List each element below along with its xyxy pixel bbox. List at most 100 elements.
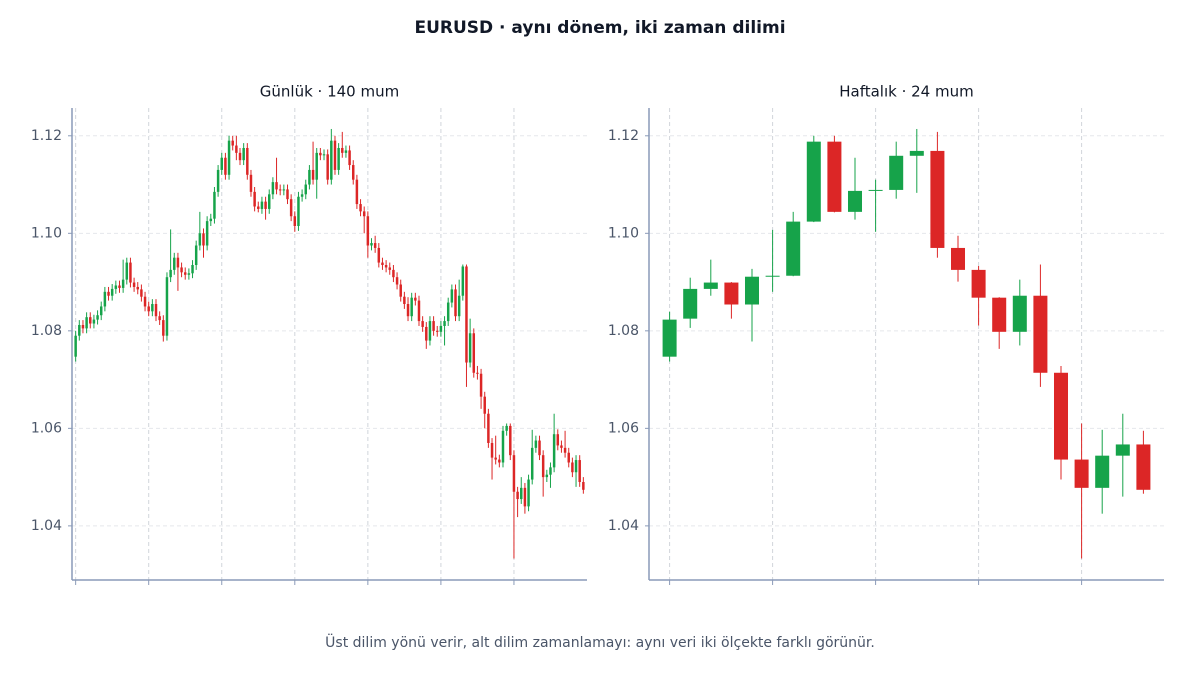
- candle-body: [512, 455, 516, 492]
- candle-body: [282, 189, 286, 191]
- panel-title: Haftalık · 24 mum: [839, 83, 973, 101]
- candle-body: [202, 233, 205, 246]
- candle-body: [341, 147, 344, 153]
- candle-body: [220, 157, 223, 170]
- candle-body: [257, 206, 260, 209]
- y-tick-label: 1.12: [608, 128, 639, 144]
- candle-body: [582, 481, 585, 490]
- candle-body: [950, 247, 966, 270]
- y-tick-label: 1.08: [31, 323, 62, 339]
- candle-body: [538, 440, 541, 456]
- candle-body: [446, 302, 450, 322]
- candle-body: [556, 434, 560, 446]
- candle-body: [930, 150, 945, 248]
- candle-body: [180, 267, 183, 273]
- candle-body: [436, 330, 439, 332]
- candle-body: [96, 315, 99, 320]
- candle-body: [183, 272, 187, 275]
- candle-body: [110, 288, 114, 296]
- candle-body: [457, 295, 461, 317]
- candle-body: [703, 282, 718, 289]
- candle-body: [267, 194, 271, 209]
- candle-body: [348, 150, 351, 166]
- candle-body: [392, 269, 395, 278]
- candle-body: [194, 245, 198, 266]
- candle-body: [527, 479, 530, 507]
- candle-body: [414, 297, 417, 301]
- candle-body: [541, 455, 545, 478]
- candle-body: [154, 304, 158, 317]
- candle-body: [567, 452, 570, 463]
- candle-body: [454, 289, 457, 317]
- candle-body: [472, 333, 476, 373]
- candle-body: [1115, 444, 1130, 456]
- candle-body: [151, 304, 154, 312]
- y-tick-label: 1.04: [608, 518, 639, 534]
- candle-body: [545, 474, 549, 478]
- candle-body: [235, 145, 238, 153]
- candle-body: [198, 233, 202, 246]
- candle-body: [1074, 459, 1089, 488]
- candle-body: [366, 216, 370, 246]
- candle-body: [1136, 444, 1151, 490]
- candle-body: [213, 191, 216, 219]
- candle-body: [351, 165, 355, 180]
- candle-body: [209, 218, 213, 222]
- candle-body: [140, 289, 143, 297]
- candle-body: [574, 460, 578, 473]
- candle-body: [563, 447, 567, 453]
- candle-body: [118, 285, 121, 288]
- candle-body: [89, 317, 92, 324]
- candle-body: [1095, 455, 1110, 488]
- candle-body: [505, 425, 508, 431]
- candle-body: [330, 140, 333, 180]
- candle-body: [308, 169, 311, 185]
- candle-body: [278, 189, 282, 191]
- candle-body: [355, 179, 359, 205]
- candle-body: [498, 459, 501, 463]
- candle-body: [315, 152, 318, 180]
- candle-body: [326, 154, 329, 180]
- candle-body: [425, 326, 428, 341]
- candle-body: [406, 304, 410, 317]
- candle-body: [333, 140, 337, 170]
- candle-body: [683, 288, 698, 319]
- candle-body: [304, 184, 308, 195]
- candle-body: [450, 289, 454, 303]
- candle-body: [428, 321, 432, 341]
- candle-body: [549, 467, 552, 475]
- candle-body: [271, 182, 275, 195]
- candle-body: [158, 316, 161, 321]
- candle-body: [293, 216, 297, 226]
- candle-body: [516, 491, 519, 500]
- candle-body: [662, 319, 677, 357]
- candle-body: [490, 442, 494, 458]
- candle-body: [571, 462, 574, 473]
- candle-body: [530, 447, 534, 480]
- candle-body: [421, 321, 424, 327]
- y-tick-label: 1.08: [608, 323, 639, 339]
- candle-body: [85, 317, 88, 329]
- candle-body: [552, 434, 556, 468]
- candle-body: [468, 333, 472, 363]
- candle-body: [410, 297, 413, 317]
- candle-body: [724, 282, 739, 305]
- candle-body: [81, 324, 85, 329]
- candle-body: [494, 457, 497, 460]
- candle-body: [337, 147, 340, 170]
- candle-body: [362, 211, 366, 217]
- candle-body: [560, 445, 563, 448]
- candle-body: [136, 286, 139, 290]
- candle-body: [297, 196, 300, 226]
- candle-body: [509, 425, 512, 456]
- candle-body: [107, 291, 110, 296]
- candle-body: [443, 321, 446, 326]
- candle-body: [260, 201, 264, 209]
- candle-body: [173, 257, 176, 270]
- candle-body: [806, 141, 821, 222]
- candle-body: [534, 440, 538, 448]
- candle-body: [114, 285, 118, 289]
- candle-body: [399, 284, 402, 297]
- candle-body: [483, 396, 486, 414]
- y-tick-label: 1.12: [31, 128, 62, 144]
